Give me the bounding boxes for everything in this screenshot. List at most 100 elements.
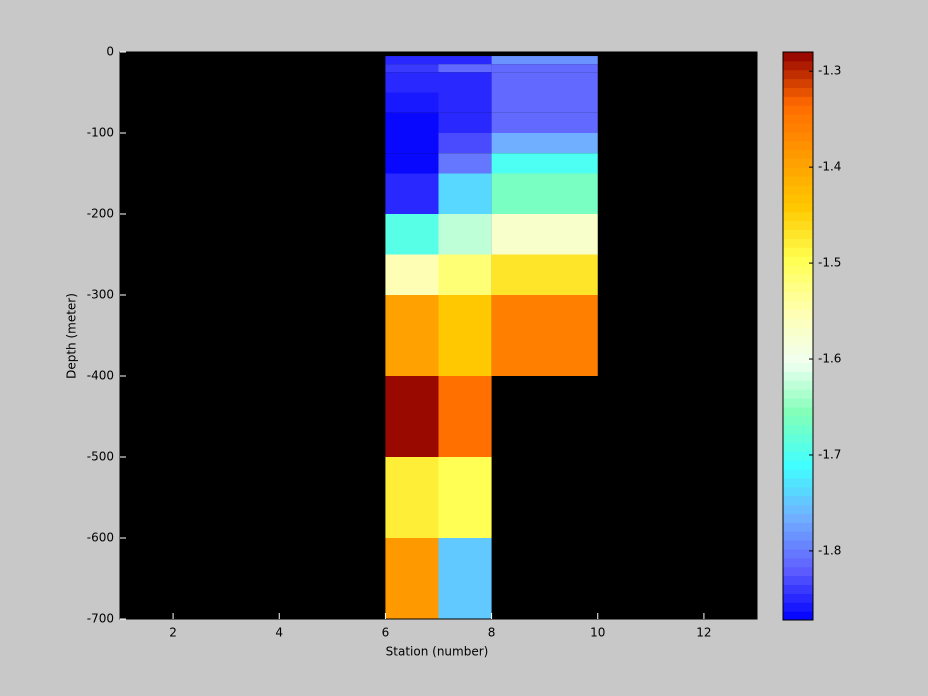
heatmap-cell (491, 64, 598, 73)
heatmap-cell (491, 173, 598, 214)
colorbar-tick-label: -1.5 (818, 256, 841, 270)
colorbar-swatch (783, 140, 813, 151)
colorbar-swatch (783, 469, 813, 479)
colorbar-swatch (783, 176, 813, 186)
y-tick-label: -700 (87, 612, 114, 626)
x-tick-label: 6 (382, 626, 390, 640)
heatmap-cell (385, 254, 439, 295)
heatmap-cell (438, 254, 492, 295)
colorbar-swatch (783, 371, 813, 381)
colorbar-swatch (783, 194, 813, 204)
colorbar-swatch (783, 96, 813, 106)
colorbar-swatch (783, 300, 813, 310)
y-tick-label: -100 (87, 126, 114, 140)
colorbar-swatch (783, 69, 813, 80)
colorbar-swatch (783, 424, 813, 435)
x-tick-label: 8 (488, 626, 496, 640)
heatmap-cell (438, 173, 492, 214)
heatmap-cell (385, 64, 439, 73)
colorbar-swatch (783, 114, 813, 124)
colorbar-swatch (783, 158, 813, 168)
heatmap-cell (491, 254, 598, 295)
heatmap-cell (438, 538, 492, 619)
colorbar-swatch (783, 407, 813, 417)
heatmap-cell (438, 214, 492, 255)
colorbar-swatch (783, 353, 813, 364)
axes-frame (119, 51, 758, 620)
heatmap-cell (438, 72, 492, 93)
colorbar-swatch (783, 389, 813, 399)
colorbar-swatch (783, 265, 813, 275)
heatmap-cell (385, 72, 439, 93)
colorbar-swatch (783, 131, 813, 142)
colorbar-swatch (783, 105, 813, 115)
colorbar-swatch (783, 442, 813, 452)
colorbar-swatch (783, 611, 813, 621)
colorbar-swatch (783, 540, 813, 550)
colorbar-swatch (783, 202, 813, 213)
heatmap-cell (385, 457, 439, 538)
colorbar-swatch (783, 486, 813, 497)
colorbar-swatch (783, 247, 813, 257)
colorbar-swatch (783, 451, 813, 461)
heatmap-cell (385, 173, 439, 214)
colorbar-swatch (783, 282, 813, 293)
heatmap-cell (491, 72, 598, 93)
heatmap-cell (438, 457, 492, 538)
x-tick-label: 12 (696, 626, 711, 640)
colorbar-swatch (783, 211, 813, 222)
y-tick-label: -600 (87, 531, 114, 545)
colorbar-tick-label: -1.3 (818, 64, 841, 78)
heatmap-cell (438, 376, 492, 457)
colorbar-swatch (783, 557, 813, 568)
colorbar-tick-label: -1.4 (818, 160, 841, 174)
colorbar-swatch (783, 309, 813, 319)
heatmap-cell (438, 64, 492, 73)
heatmap-cell (385, 295, 439, 376)
colorbar-swatch (783, 149, 813, 159)
x-tick-label: 2 (169, 626, 177, 640)
colorbar-tick-label: -1.7 (818, 447, 841, 461)
heatmap-cell (491, 153, 598, 174)
heatmap-cell (385, 133, 439, 154)
heatmap-cell (385, 112, 439, 133)
colorbar-swatch (783, 185, 813, 195)
heatmap-cell (438, 295, 492, 376)
heatmap-cell (491, 295, 598, 376)
colorbar-swatch (783, 220, 813, 230)
colorbar-swatch (783, 478, 813, 488)
heatmap-cell (385, 538, 439, 619)
colorbar-swatch (783, 52, 813, 62)
colorbar-swatch (783, 318, 813, 328)
heatmap-cell (438, 112, 492, 133)
heatmap-cell (491, 133, 598, 154)
colorbar-swatch (783, 513, 813, 523)
heatmap-cell (438, 56, 492, 65)
colorbar-swatch (783, 398, 813, 408)
y-tick-label: -500 (87, 450, 114, 464)
heatmap-cell (385, 92, 439, 113)
colorbar-swatch (783, 344, 813, 355)
colorbar-swatch (783, 522, 813, 532)
heatmap-cell (438, 133, 492, 154)
heatmap-cell (438, 92, 492, 113)
colorbar-frame (782, 51, 814, 621)
heatmap-cell (491, 56, 598, 65)
heatmap-cell (385, 153, 439, 174)
heatmap-cell (385, 214, 439, 255)
colorbar-swatch (783, 380, 813, 390)
colorbar-swatch (783, 602, 813, 612)
heatmap-cell (491, 112, 598, 133)
colorbar-swatch (783, 549, 813, 559)
colorbar-swatch (783, 167, 813, 177)
y-axis-label: Depth (meter) (65, 293, 79, 379)
heatmap-cell (385, 376, 439, 457)
colorbar-swatch (783, 123, 813, 133)
colorbar-swatch (783, 256, 813, 266)
y-tick-label: -200 (87, 207, 114, 221)
colorbar-swatch (783, 531, 813, 541)
colorbar-swatch (783, 575, 813, 585)
colorbar-swatch (783, 336, 813, 346)
